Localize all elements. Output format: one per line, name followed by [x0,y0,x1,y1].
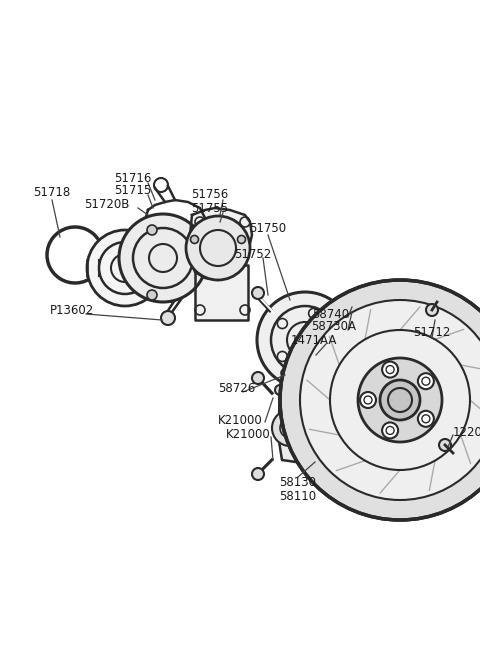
Circle shape [161,311,175,325]
Text: 51712: 51712 [413,327,451,340]
Text: 51750: 51750 [250,222,287,234]
Text: 58110: 58110 [279,489,317,502]
Circle shape [252,372,264,384]
Circle shape [302,363,312,373]
Circle shape [147,290,157,300]
Circle shape [439,439,451,451]
Circle shape [382,361,398,378]
Circle shape [238,236,245,243]
Circle shape [272,410,308,446]
Text: 1220FS: 1220FS [453,426,480,438]
Text: 51755: 51755 [192,201,228,215]
Circle shape [308,351,318,361]
Circle shape [186,216,250,280]
Circle shape [382,422,398,438]
Circle shape [305,393,319,407]
Text: 51752: 51752 [234,249,272,262]
Text: 51715: 51715 [114,184,152,197]
Circle shape [275,385,285,395]
Text: 58130: 58130 [279,476,316,489]
Text: 51718: 51718 [34,186,71,199]
Text: 51720B: 51720B [84,197,130,211]
Text: 51716: 51716 [114,171,152,184]
Circle shape [252,287,264,299]
Polygon shape [195,265,248,320]
Circle shape [147,225,157,235]
Circle shape [257,292,353,388]
Text: 58730A: 58730A [312,321,357,333]
Circle shape [380,380,420,420]
Circle shape [119,214,207,302]
Text: 58726: 58726 [218,382,256,396]
Circle shape [346,299,360,313]
Text: P13602: P13602 [50,304,94,316]
Circle shape [300,300,480,500]
Circle shape [87,230,163,306]
Circle shape [252,468,264,480]
Circle shape [360,392,376,408]
Polygon shape [190,208,252,280]
Text: K21000: K21000 [226,428,270,441]
Circle shape [418,373,434,389]
Text: 1471AA: 1471AA [291,333,337,346]
Circle shape [280,280,480,520]
Polygon shape [278,393,358,464]
Text: 58740: 58740 [312,308,349,321]
Text: 51756: 51756 [192,188,228,201]
Text: K21000: K21000 [217,413,263,426]
Circle shape [191,236,199,243]
Circle shape [358,358,442,442]
Circle shape [418,411,434,427]
Circle shape [426,304,438,316]
